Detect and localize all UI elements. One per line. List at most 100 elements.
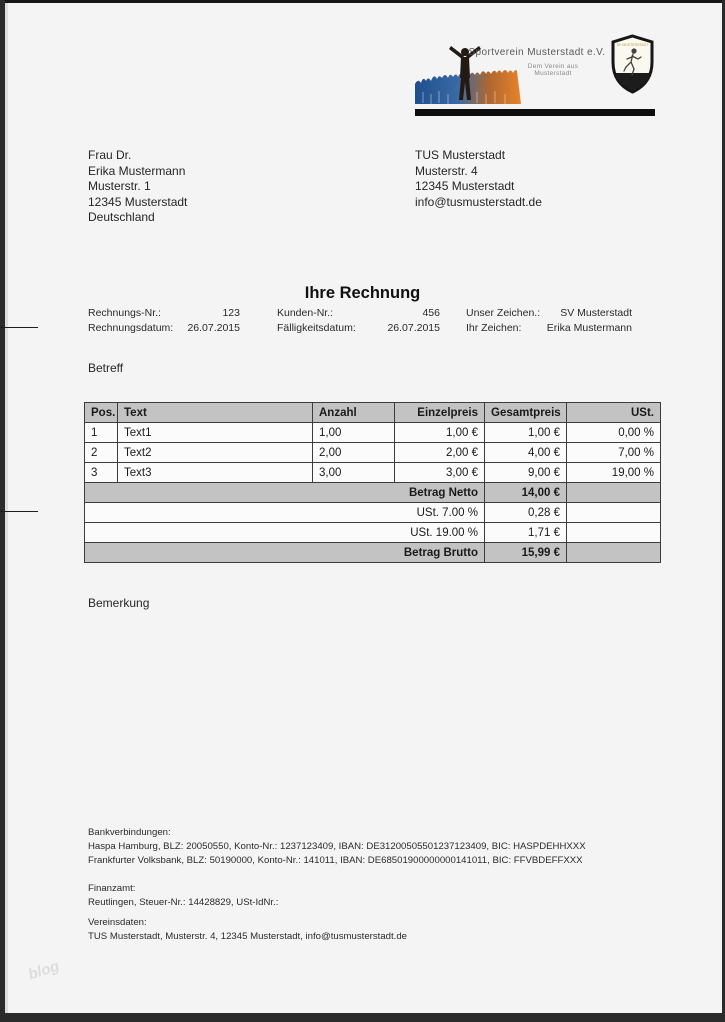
- summary-row: USt. 7.00 % 0,28 €: [84, 502, 661, 523]
- item-cell: 0,00 %: [566, 422, 661, 443]
- meta-value: 26.07.2015: [187, 321, 240, 334]
- summary-value: 14,00 €: [484, 482, 567, 503]
- text-line: Erika Mustermann: [88, 163, 186, 178]
- summary-value: 0,28 €: [484, 502, 567, 523]
- column-header: USt.: [566, 402, 661, 423]
- item-row: 2 Text2 2,00 2,00 €4,00 €7,00 %: [84, 442, 661, 463]
- page-frame-top: [0, 0, 725, 3]
- item-cell: Text3: [117, 462, 313, 483]
- letterhead: Sportverein Musterstadt e.V. Dem Verein …: [415, 33, 657, 117]
- tax-details: Finanzamt: Reutlingen, Steuer-Nr.: 14428…: [88, 882, 278, 910]
- item-row: 3 Text3 3,00 3,00 €9,00 €19,00 %: [84, 462, 661, 483]
- summary-row: Betrag Brutto 15,99 €: [84, 542, 661, 563]
- text-line: TUS Musterstadt: [415, 148, 506, 162]
- club-crest-icon: SV MUSTERSTADT: [611, 34, 654, 94]
- item-cell: Text2: [117, 442, 313, 463]
- table-header-row: Pos. Text Anzahl Einzelpreis Gesamtpreis USt.: [84, 402, 661, 423]
- item-cell: 19,00 %: [566, 462, 661, 483]
- bank-lines: Haspa Hamburg, BLZ: 20050550, Konto-Nr.:…: [88, 840, 586, 868]
- summary-empty-cell: [566, 542, 661, 563]
- crowd-silhouette-image: [415, 46, 521, 104]
- meta-field: Rechnungsdatum: 26.07.2015: [88, 322, 240, 334]
- meta-label: Fälligkeitsdatum:: [277, 321, 356, 334]
- meta-field: Rechnungs-Nr.: 123: [88, 307, 240, 319]
- line-items-table: Pos. Text Anzahl Einzelpreis Gesamtpreis USt.…: [84, 402, 661, 563]
- item-cell: 9,00 €: [484, 462, 567, 483]
- svg-text:SV MUSTERSTADT: SV MUSTERSTADT: [617, 43, 649, 47]
- item-cell: 2: [84, 442, 118, 463]
- table-body: 1 Text1 1,00 1,00 €1,00 €0,00 % 2 Text2 2,00 2,…: [84, 422, 661, 563]
- meta-field: Unser Zeichen.: SV Musterstadt: [466, 307, 632, 319]
- text-line: Musterstr. 4: [415, 163, 478, 178]
- summary-label: USt. 19.00 %: [84, 522, 485, 543]
- tax-heading: Finanzamt:: [88, 883, 136, 894]
- fold-mark-top: [0, 327, 38, 328]
- column-header: Gesamtpreis: [484, 402, 567, 423]
- meta-row: Rechnungs-Nr.: 123 Kunden-Nr.: 456 Unser Zei…: [88, 307, 632, 322]
- club-details: Vereinsdaten: TUS Musterstadt, Musterstr…: [88, 916, 407, 944]
- text-line: Reutlingen, Steuer-Nr.: 14428829, USt-Id…: [88, 897, 279, 908]
- summary-label: Betrag Netto: [84, 482, 485, 503]
- watermark-text: blog: [26, 957, 62, 984]
- page-frame-bottom: [0, 1013, 725, 1022]
- document-title: Ihre Rechnung: [304, 284, 421, 302]
- meta-value: 26.07.2015: [387, 321, 440, 334]
- letterhead-rule: [415, 109, 655, 116]
- meta-field: Fälligkeitsdatum: 26.07.2015: [277, 322, 440, 334]
- sender-address: TUS Musterstadt Musterstr. 4 12345 Musters…: [415, 148, 542, 210]
- table-header-row: Pos. Text Anzahl Einzelpreis Gesamtpreis USt.: [84, 402, 661, 423]
- tax-lines: Reutlingen, Steuer-Nr.: 14428829, USt-Id…: [88, 896, 278, 910]
- text-line: info@tusmusterstadt.de: [415, 194, 542, 209]
- item-cell: 1,00: [312, 422, 395, 443]
- club-heading: Vereinsdaten:: [88, 917, 147, 928]
- meta-value: Erika Mustermann: [546, 321, 632, 334]
- item-cell: 1,00 €: [484, 422, 567, 443]
- summary-empty-cell: [566, 522, 661, 543]
- summary-value: 15,99 €: [484, 542, 567, 563]
- item-cell: 7,00 %: [566, 442, 661, 463]
- summary-empty-cell: [566, 502, 661, 523]
- text-line: Frau Dr.: [88, 148, 132, 162]
- text-line: 12345 Musterstadt: [88, 194, 188, 209]
- club-lines: TUS Musterstadt, Musterstr. 4, 12345 Mus…: [88, 930, 407, 944]
- text-line: Haspa Hamburg, BLZ: 20050550, Konto-Nr.:…: [88, 841, 586, 852]
- item-cell: 3,00 €: [394, 462, 485, 483]
- item-cell: 1,00 €: [394, 422, 485, 443]
- meta-label: Unser Zeichen.:: [466, 307, 541, 319]
- item-row: 1 Text1 1,00 1,00 €1,00 €0,00 %: [84, 422, 661, 443]
- item-cell: 3,00: [312, 462, 395, 483]
- meta-field: Ihr Zeichen: Erika Mustermann: [466, 322, 632, 334]
- bank-details: Bankverbindungen: Haspa Hamburg, BLZ: 20…: [88, 826, 586, 868]
- meta-label: Rechnungs-Nr.:: [88, 307, 161, 319]
- subject-label: Betreff: [88, 361, 124, 375]
- item-cell: 4,00 €: [484, 442, 567, 463]
- column-header: Pos.: [84, 402, 118, 423]
- page-frame-right: [722, 0, 725, 1022]
- meta-value: 123: [222, 307, 240, 319]
- invoice-meta: Rechnungs-Nr.: 123 Kunden-Nr.: 456 Unser Zei…: [88, 307, 632, 336]
- meta-field: Kunden-Nr.: 456: [277, 307, 440, 319]
- summary-row: Betrag Netto 14,00 €: [84, 482, 661, 503]
- meta-label: Ihr Zeichen:: [466, 321, 522, 334]
- meta-row: Rechnungsdatum: 26.07.2015 Fälligkeitsdatu…: [88, 322, 632, 337]
- meta-value: 456: [422, 307, 440, 319]
- fold-mark-bottom: [0, 511, 38, 512]
- text-line: Frankfurter Volksbank, BLZ: 50190000, Ko…: [88, 855, 583, 866]
- text-line: 12345 Musterstadt: [415, 179, 515, 194]
- text-line: Deutschland: [88, 210, 155, 225]
- club-name: Sportverein Musterstadt e.V.: [468, 47, 606, 58]
- summary-row: USt. 19.00 % 1,71 €: [84, 522, 661, 543]
- column-header: Anzahl: [312, 402, 395, 423]
- line-items-section: Pos. Text Anzahl Einzelpreis Gesamtpreis USt.…: [84, 402, 661, 563]
- bank-heading: Bankverbindungen:: [88, 827, 171, 838]
- item-cell: Text1: [117, 422, 313, 443]
- item-cell: 3: [84, 462, 118, 483]
- item-cell: 2,00: [312, 442, 395, 463]
- club-tagline: Dem Verein aus Musterstadt: [527, 63, 579, 77]
- summary-value: 1,71 €: [484, 522, 567, 543]
- item-cell: 2,00 €: [394, 442, 485, 463]
- recipient-address: Frau Dr. Erika Mustermann Musterstr. 1 1234…: [88, 148, 187, 226]
- meta-value: SV Musterstadt: [560, 307, 632, 319]
- summary-label: USt. 7.00 %: [84, 502, 485, 523]
